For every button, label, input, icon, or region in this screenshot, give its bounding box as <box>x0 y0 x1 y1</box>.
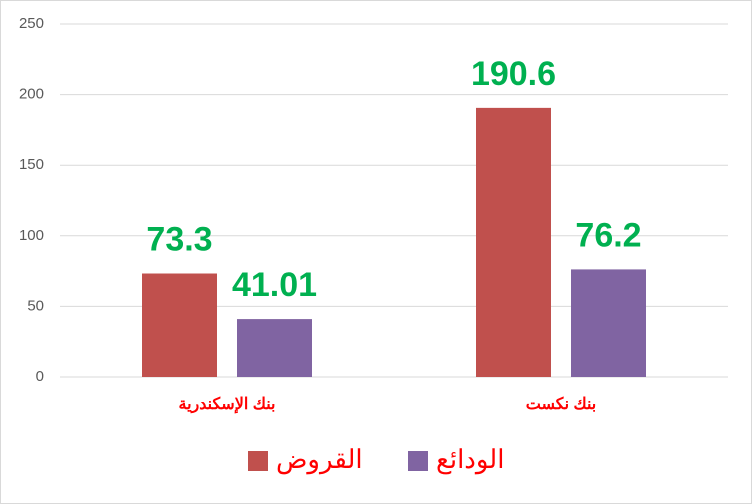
legend-label: الودائع <box>436 444 504 475</box>
value-label: 76.2 <box>575 216 641 254</box>
legend-swatch <box>248 451 268 471</box>
bar <box>476 107 551 377</box>
y-tick-label: 150 <box>19 156 44 173</box>
y-tick-label: 0 <box>36 368 44 385</box>
x-tick-label: بنك نكست <box>526 396 596 413</box>
bar <box>571 269 646 377</box>
value-label: 73.3 <box>146 220 212 258</box>
x-tick-label: بنك الإسكندرية <box>178 396 275 414</box>
bar <box>142 273 217 377</box>
value-label: 190.6 <box>471 55 556 93</box>
y-tick-label: 100 <box>19 227 44 244</box>
value-label: 41.01 <box>232 266 317 304</box>
y-tick-label: 250 <box>19 15 44 32</box>
y-tick-label: 200 <box>19 86 44 103</box>
bar <box>237 319 312 377</box>
y-tick-label: 50 <box>27 297 44 314</box>
legend-label: القروض <box>276 444 363 475</box>
legend-swatch <box>408 451 428 471</box>
